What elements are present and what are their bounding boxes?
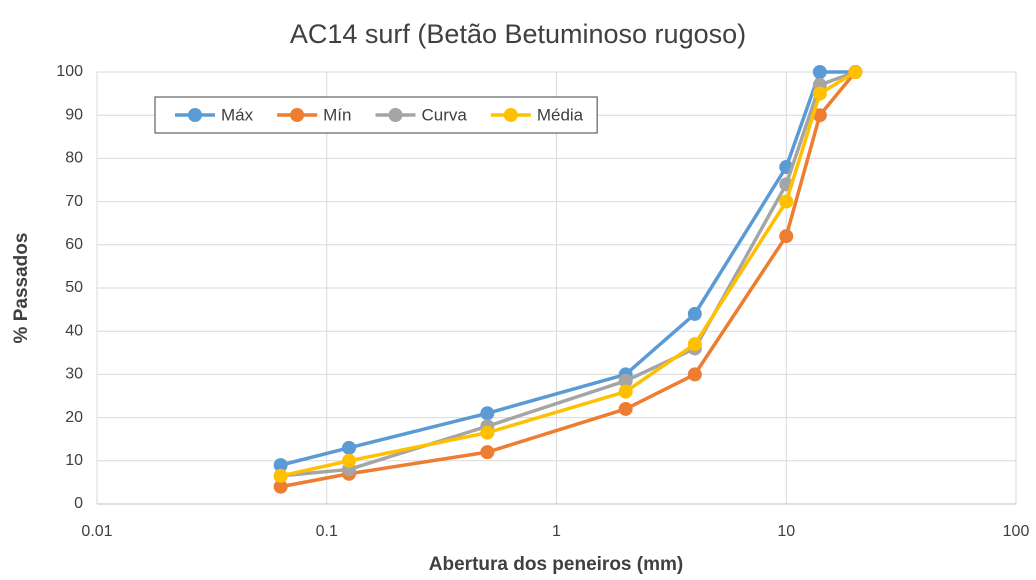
data-point bbox=[480, 425, 495, 440]
series-line bbox=[280, 70, 857, 478]
data-point bbox=[812, 86, 827, 101]
legend-marker bbox=[503, 108, 518, 122]
series-line bbox=[280, 70, 857, 478]
legend-label: Máx bbox=[221, 105, 254, 124]
y-tick-label: 20 bbox=[65, 409, 83, 426]
legend-marker bbox=[188, 108, 202, 122]
data-point bbox=[779, 194, 794, 209]
legend-marker bbox=[388, 108, 403, 122]
data-point bbox=[812, 108, 827, 123]
y-tick-label: 40 bbox=[65, 322, 83, 339]
data-point bbox=[687, 306, 702, 321]
data-point bbox=[812, 65, 827, 79]
x-tick-label: 100 bbox=[1003, 523, 1030, 540]
data-point bbox=[779, 229, 794, 244]
data-point bbox=[618, 401, 633, 416]
legend: Máx Mín Curva Média bbox=[154, 96, 598, 134]
x-tick-label: 10 bbox=[777, 523, 795, 540]
y-tick-label: 0 bbox=[74, 495, 83, 512]
legend-label: Mín bbox=[323, 105, 351, 124]
data-point bbox=[480, 445, 495, 460]
y-axis-label: % Passados bbox=[11, 233, 32, 344]
data-point bbox=[848, 65, 863, 79]
y-tick-label: 30 bbox=[65, 366, 83, 383]
data-point bbox=[342, 440, 357, 455]
data-point bbox=[273, 458, 288, 473]
y-tick-label: 100 bbox=[56, 63, 83, 80]
data-point bbox=[618, 384, 633, 399]
data-point bbox=[687, 337, 702, 352]
x-tick-label: 1 bbox=[552, 523, 561, 540]
data-point bbox=[687, 367, 702, 382]
data-point bbox=[618, 373, 633, 388]
x-tick-label: 0.01 bbox=[81, 523, 112, 540]
legend-label: Média bbox=[537, 105, 584, 124]
legend-label: Curva bbox=[421, 105, 467, 124]
y-tick-label: 70 bbox=[65, 193, 83, 210]
y-tick-label: 90 bbox=[65, 106, 83, 123]
y-tick-label: 50 bbox=[65, 279, 83, 296]
series-line bbox=[280, 70, 857, 489]
data-point bbox=[342, 453, 357, 468]
data-point bbox=[480, 406, 495, 421]
x-tick-label: 0.1 bbox=[316, 523, 338, 540]
legend-marker bbox=[290, 108, 305, 122]
data-point bbox=[273, 468, 288, 483]
y-tick-label: 10 bbox=[65, 452, 83, 469]
x-axis-label: Abertura dos peneiros (mm) bbox=[429, 554, 683, 575]
y-tick-label: 60 bbox=[65, 236, 83, 253]
chart-title: AC14 surf (Betão Betuminoso rugoso) bbox=[290, 19, 746, 49]
y-tick-label: 80 bbox=[65, 150, 83, 167]
data-point bbox=[273, 479, 288, 494]
